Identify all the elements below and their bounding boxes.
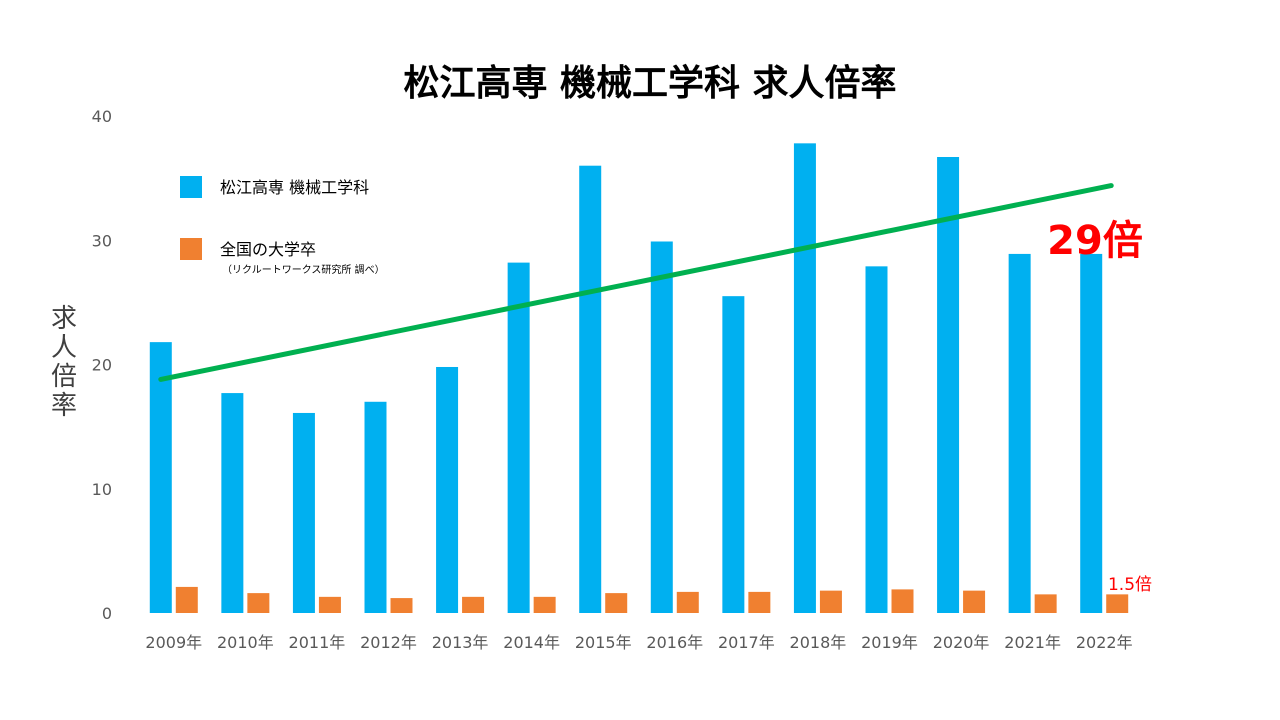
bar-matsue-kosen <box>793 143 816 613</box>
x-tick-label: 2017年 <box>718 633 775 652</box>
y-axis-label-char: 率 <box>51 391 77 421</box>
legend-label-matsue-kosen: 松江高専 機械工学科 <box>220 178 369 197</box>
bar-national-university <box>247 593 270 613</box>
bar-national-university <box>175 586 198 613</box>
bar-national-university <box>963 590 986 613</box>
bar-matsue-kosen <box>722 296 745 613</box>
bar-national-university <box>891 589 914 613</box>
bar-national-university <box>605 593 628 613</box>
bar-matsue-kosen <box>650 241 673 613</box>
bar-matsue-kosen <box>436 366 459 613</box>
legend-label-national-university: 全国の大学卒 <box>220 240 316 259</box>
bar-matsue-kosen <box>364 401 387 613</box>
bar-matsue-kosen <box>1008 253 1031 614</box>
callout-29x: 29倍 <box>1047 218 1143 264</box>
bar-matsue-kosen <box>507 262 530 613</box>
bar-national-university <box>819 590 842 613</box>
x-tick-label: 2009年 <box>145 633 202 652</box>
legend-swatch-matsue-kosen <box>180 176 202 198</box>
bar-national-university <box>390 598 413 613</box>
y-axis-label-char: 倍 <box>51 362 77 392</box>
bar-matsue-kosen <box>221 393 244 613</box>
y-tick-label: 40 <box>92 107 112 126</box>
x-tick-label: 2013年 <box>432 633 489 652</box>
x-tick-label: 2010年 <box>217 633 274 652</box>
x-axis-ticks: 2009年 2010年 2011年 2012年 2013年 2014年 2015年 2016年… <box>145 633 1132 652</box>
x-tick-label: 2020年 <box>933 633 990 652</box>
x-tick-label: 2011年 <box>289 633 346 652</box>
bar-matsue-kosen <box>1080 253 1103 614</box>
callouts: 29倍 1.5倍 <box>1047 218 1152 595</box>
y-axis-label-char: 人 <box>51 333 77 363</box>
x-tick-label: 2019年 <box>861 633 918 652</box>
x-tick-label: 2018年 <box>790 633 847 652</box>
callout-1-5x: 1.5倍 <box>1108 575 1152 595</box>
bar-matsue-kosen <box>865 266 888 613</box>
bar-matsue-kosen <box>579 165 602 613</box>
x-tick-label: 2016年 <box>646 633 703 652</box>
bar-matsue-kosen <box>292 412 315 613</box>
y-tick-label: 30 <box>92 231 112 250</box>
y-tick-label: 20 <box>92 356 112 375</box>
y-axis-label-char: 求 <box>51 304 77 334</box>
y-axis-label: 求人倍率 <box>51 304 77 421</box>
legend-note-source: （リクルートワークス研究所 調べ） <box>222 263 385 276</box>
bars <box>149 143 1129 614</box>
bar-matsue-kosen <box>149 342 172 613</box>
x-tick-label: 2022年 <box>1076 633 1133 652</box>
legend-swatch-national-university <box>180 238 202 260</box>
bar-national-university <box>533 596 556 613</box>
y-tick-label: 0 <box>102 604 112 623</box>
bar-national-university <box>1034 594 1057 613</box>
bar-national-university <box>676 591 699 613</box>
chart-title: 松江高専 機械工学科 求人倍率 <box>403 62 896 104</box>
bar-national-university <box>318 596 341 613</box>
bar-national-university <box>1106 594 1129 613</box>
x-tick-label: 2021年 <box>1004 633 1061 652</box>
x-tick-label: 2012年 <box>360 633 417 652</box>
bar-national-university <box>748 591 771 613</box>
trendline <box>158 183 1114 382</box>
y-axis-ticks: 0 10 20 30 40 <box>92 107 112 623</box>
bar-matsue-kosen <box>937 157 960 613</box>
bar-national-university <box>462 596 485 613</box>
x-tick-label: 2014年 <box>503 633 560 652</box>
trendline-matsue-kosen <box>158 183 1114 382</box>
y-tick-label: 10 <box>92 480 112 499</box>
x-tick-label: 2015年 <box>575 633 632 652</box>
